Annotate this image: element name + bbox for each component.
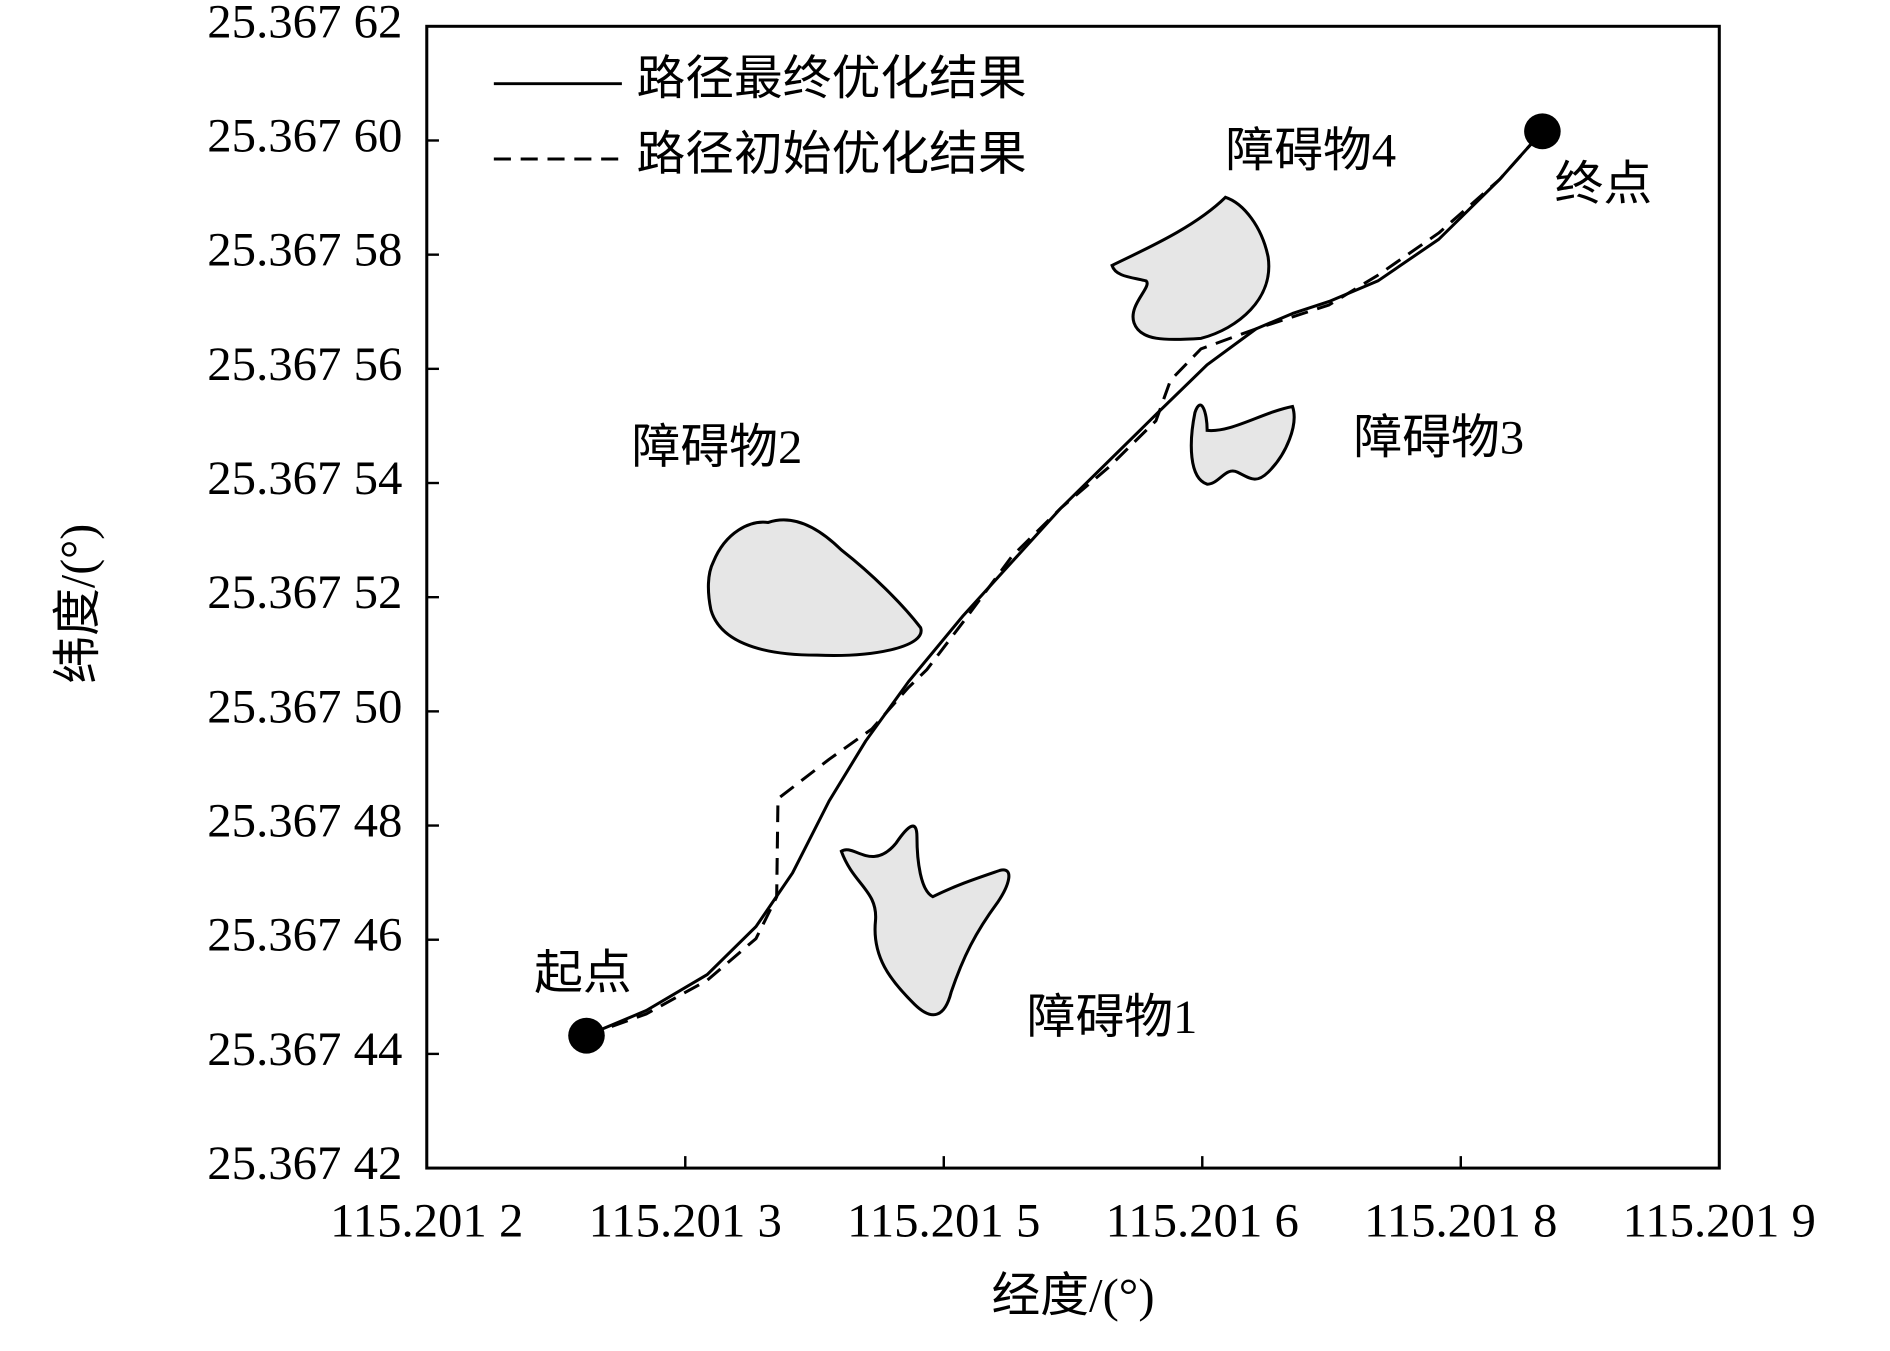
y-tick-label: 25.367 60	[207, 110, 402, 162]
y-tick-label: 25.367 46	[207, 909, 402, 961]
obstacle-shape	[839, 824, 1011, 1017]
y-tick-label: 25.367 58	[207, 224, 402, 276]
legend-label: 路径初始优化结果	[637, 128, 1027, 180]
y-tick-label: 25.367 42	[207, 1137, 402, 1189]
y-tick-label: 25.367 52	[207, 567, 402, 619]
obstacle-label: 障碍物4	[1225, 125, 1396, 177]
route-line	[585, 130, 1544, 1038]
endpoint-label: 终点	[1555, 158, 1653, 210]
x-axis-title: 经度/(°)	[991, 1270, 1154, 1322]
y-tick-label: 25.367 48	[207, 795, 402, 847]
endpoint-marker	[568, 1017, 605, 1054]
obstacle-shape	[706, 518, 923, 657]
y-tick-label: 25.367 44	[207, 1023, 402, 1075]
x-tick-label: 115.201 8	[1364, 1195, 1557, 1247]
y-tick-label: 25.367 62	[207, 0, 402, 48]
x-tick-label: 115.201 3	[589, 1195, 782, 1247]
legend-label: 路径最终优化结果	[637, 53, 1027, 105]
x-tick-label: 115.201 6	[1106, 1195, 1299, 1247]
endpoint-label: 起点	[534, 947, 632, 999]
y-tick-label: 25.367 56	[207, 338, 402, 390]
obstacle-label: 障碍物3	[1353, 412, 1524, 464]
endpoint-marker	[1524, 113, 1561, 150]
y-axis-title: 纬度/(°)	[52, 524, 106, 684]
x-tick-label: 115.201 9	[1623, 1195, 1816, 1247]
obstacle-label: 障碍物1	[1027, 992, 1198, 1044]
x-tick-label: 115.201 5	[847, 1195, 1040, 1247]
obstacle-shape	[1110, 195, 1271, 341]
y-tick-label: 25.367 54	[207, 452, 402, 504]
obstacle-label: 障碍物2	[632, 421, 803, 473]
obstacle-shape	[1189, 403, 1296, 486]
y-tick-label: 25.367 50	[207, 681, 402, 733]
x-tick-label: 115.201 2	[330, 1195, 523, 1247]
